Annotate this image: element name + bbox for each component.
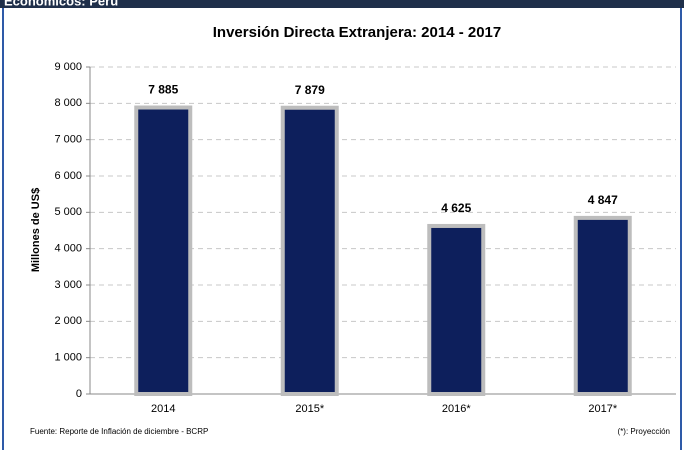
x-tick-label: 2014	[151, 403, 175, 415]
bar	[280, 105, 339, 396]
y-tick-label: 7 000	[54, 134, 82, 146]
y-tick-label: 1 000	[54, 352, 82, 364]
projection-note: (*): Proyección	[618, 427, 670, 436]
y-tick-label: 9 000	[54, 61, 82, 73]
value-label: 7 879	[295, 83, 325, 97]
value-label: 7 885	[148, 83, 178, 97]
bar	[573, 215, 632, 396]
y-tick-label: 6 000	[54, 170, 82, 182]
x-tick-label: 2016*	[442, 403, 471, 415]
bar	[134, 105, 193, 397]
x-tick-label: 2017*	[588, 403, 617, 415]
x-tick-label: 2015*	[295, 403, 324, 415]
y-tick-label: 2 000	[54, 315, 82, 327]
y-tick-label: 4 000	[54, 243, 82, 255]
chart-title: Inversión Directa Extranjera: 2014 - 201…	[213, 24, 502, 41]
y-tick-label: 0	[76, 388, 82, 400]
y-tick-label: 5 000	[54, 206, 82, 218]
y-tick-label: 8 000	[54, 97, 82, 109]
source-note: Fuente: Reporte de Inflación de diciembr…	[30, 427, 208, 436]
header-text: Económicos: Perú	[4, 0, 118, 8]
value-label: 4 847	[588, 193, 618, 207]
y-tick-label: 3 000	[54, 279, 82, 291]
header-bar	[0, 0, 684, 8]
value-label: 4 625	[441, 201, 471, 215]
y-axis-label: Millones de US$	[30, 188, 42, 272]
bar	[427, 223, 486, 396]
